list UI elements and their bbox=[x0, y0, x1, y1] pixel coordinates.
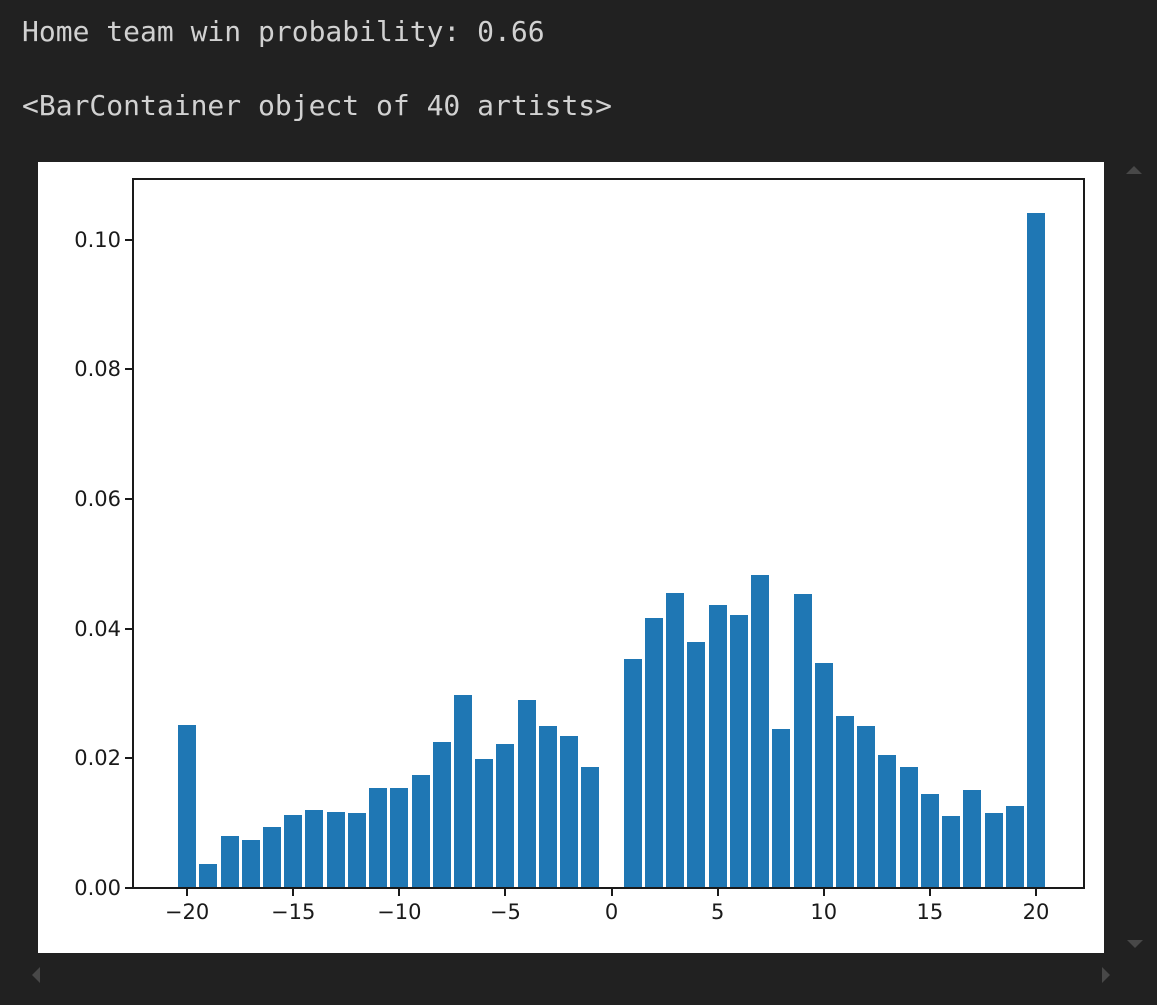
matplotlib-figure: −20 −15 −10 −5 0 5 10 15 20 0.00 0.02 0.04 0.06 0.08 0… bbox=[38, 162, 1104, 953]
bar-x19 bbox=[1005, 805, 1024, 888]
bar-x-4 bbox=[517, 700, 536, 888]
bar-x18 bbox=[984, 812, 1003, 888]
x-tick-label: 10 bbox=[810, 900, 838, 924]
x-axis-tick bbox=[504, 889, 507, 896]
x-axis-tick bbox=[1035, 889, 1037, 896]
x-tick-label: 20 bbox=[1022, 900, 1050, 924]
axes-spine-top bbox=[133, 178, 1085, 180]
bar-x-15 bbox=[284, 815, 303, 888]
x-axis-tick bbox=[610, 889, 613, 896]
bar-x-10 bbox=[390, 788, 409, 888]
bar-x-6 bbox=[475, 759, 494, 888]
x-axis-tick bbox=[716, 889, 719, 896]
chart-axes: −20 −15 −10 −5 0 5 10 15 20 0.00 0.02 0.04 0.06 0.08 0… bbox=[74, 178, 1085, 924]
bar-x5 bbox=[708, 604, 727, 888]
bar-x13 bbox=[878, 755, 897, 888]
bar-x-11 bbox=[369, 788, 388, 888]
console-output-line-barcontainer: <BarContainer object of 40 artists> bbox=[22, 89, 613, 122]
y-axis-tick bbox=[125, 238, 132, 241]
scroll-up-arrow-icon[interactable] bbox=[1126, 166, 1142, 174]
console-output-line-probability: Home team win probability: 0.66 bbox=[22, 15, 545, 48]
bar-x-20 bbox=[178, 725, 196, 888]
bar-x11 bbox=[836, 715, 854, 888]
x-tick-label: −5 bbox=[489, 900, 521, 924]
y-tick-label: 0.04 bbox=[74, 616, 121, 641]
bar-x-17 bbox=[241, 840, 260, 888]
bar-x15 bbox=[920, 794, 939, 888]
bar-x-3 bbox=[538, 725, 557, 888]
x-axis-tick bbox=[822, 889, 825, 896]
scroll-right-arrow-icon[interactable] bbox=[1102, 967, 1110, 983]
x-tick-label: 0 bbox=[604, 900, 619, 924]
bar-x17 bbox=[963, 790, 982, 888]
y-axis-tick bbox=[125, 368, 132, 371]
axes-spine-bottom bbox=[133, 887, 1085, 889]
y-axis-tick bbox=[125, 757, 132, 760]
bar-x2 bbox=[645, 618, 663, 888]
scroll-left-arrow-icon[interactable] bbox=[32, 967, 40, 983]
bar-x6 bbox=[729, 615, 748, 888]
bar-x8 bbox=[772, 729, 791, 888]
bar-x20 bbox=[1027, 213, 1045, 888]
y-axis-tick bbox=[125, 887, 132, 889]
bar-x-2 bbox=[560, 736, 579, 888]
bar-x-13 bbox=[326, 811, 345, 888]
x-tick-label: 15 bbox=[916, 900, 944, 924]
bar-x14 bbox=[899, 767, 918, 888]
x-axis-tick bbox=[928, 889, 931, 896]
y-tick-label: 0.02 bbox=[74, 746, 121, 771]
x-tick-label: −10 bbox=[377, 900, 422, 924]
bar-x16 bbox=[942, 816, 961, 888]
x-tick-label: 5 bbox=[711, 900, 725, 924]
y-tick-label: 0.10 bbox=[74, 227, 121, 252]
x-axis-tick bbox=[292, 889, 295, 896]
bar-x7 bbox=[751, 574, 770, 888]
bar-x-7 bbox=[454, 695, 472, 888]
bar-x3 bbox=[666, 593, 685, 888]
axes-spine-right bbox=[1083, 178, 1085, 889]
bar-x-1 bbox=[581, 767, 600, 888]
bar-x-19 bbox=[199, 864, 218, 888]
bar-x10 bbox=[814, 663, 833, 888]
bar-x-8 bbox=[432, 741, 451, 888]
bar-x4 bbox=[687, 642, 706, 888]
y-tick-label: 0.08 bbox=[74, 357, 121, 382]
bar-x12 bbox=[857, 725, 876, 888]
y-axis-tick bbox=[125, 498, 132, 500]
bar-x-18 bbox=[220, 836, 239, 888]
scroll-down-arrow-icon[interactable] bbox=[1127, 940, 1143, 948]
axes-spine-left bbox=[132, 178, 134, 889]
bar-x-16 bbox=[262, 827, 281, 888]
y-tick-label: 0.00 bbox=[74, 876, 121, 900]
y-axis-tick bbox=[125, 627, 132, 630]
bar-x-14 bbox=[305, 809, 324, 888]
bar-x-9 bbox=[411, 775, 430, 888]
y-tick-label: 0.06 bbox=[74, 487, 121, 511]
bar-x-5 bbox=[496, 744, 515, 888]
bar-x-12 bbox=[347, 813, 366, 888]
x-axis-tick bbox=[398, 889, 401, 896]
x-tick-label: −20 bbox=[164, 900, 210, 924]
x-axis-tick bbox=[186, 889, 189, 896]
bar-x1 bbox=[623, 659, 642, 888]
bar-x9 bbox=[793, 594, 812, 888]
x-tick-label: −15 bbox=[271, 900, 316, 924]
